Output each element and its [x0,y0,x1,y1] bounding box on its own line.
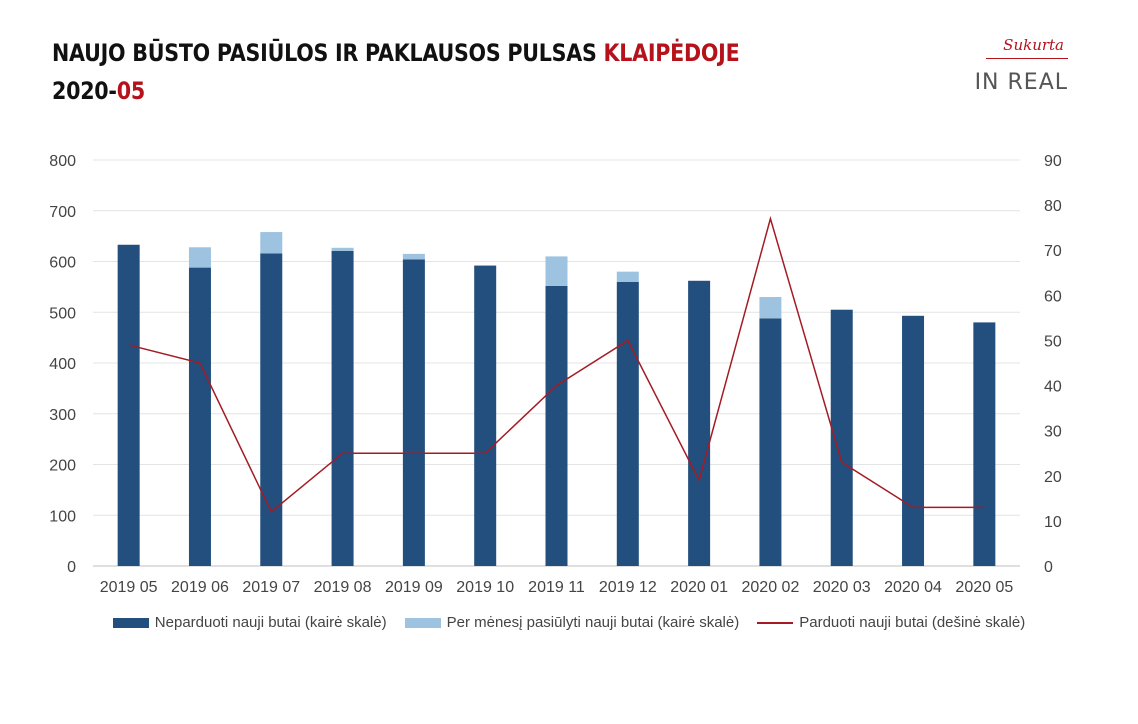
y-left-tick-label: 400 [49,356,76,373]
bar-unsold [902,315,925,566]
bar-unsold [759,318,782,566]
legend-label-sold: Parduoti nauji butai (dešinė skalė) [799,614,1026,631]
legend-item-unsold: Neparduoti nauji butai (kairė skalė) [112,614,387,631]
x-axis: 2019 05 2019 06 2019 07 2019 08 2019 09 2019 … [100,579,1014,596]
bar-offered [402,253,425,260]
bar-unsold [117,244,140,566]
y-left-tick-label: 600 [49,255,76,272]
title-city: KLAIPĖDOJE [603,39,740,67]
title-period-month: 05 [116,77,145,105]
y-left-tick-label: 200 [49,458,76,475]
x-tick-label: 2020 05 [955,579,1013,596]
legend: Neparduoti nauji butai (kairė skalė) Per… [0,614,1138,631]
bar-offered [260,232,283,254]
legend-swatch-offered [404,617,441,628]
logo-rule [986,58,1068,59]
legend-label-unsold: Neparduoti nauji butai (kairė skalė) [154,614,387,631]
bar-unsold [616,281,639,566]
y-right-tick-label: 10 [1044,514,1062,531]
sold-line [128,215,985,514]
bar-unsold [474,265,497,566]
legend-swatch-unsold [112,617,149,628]
y-left-tick-label: 800 [49,153,76,170]
bar-unsold [688,280,711,566]
brand-logo: Sukurta IN REAL [968,36,1068,100]
legend-item-sold: Parduoti nauji butai (dešinė skalė) [757,614,1025,631]
bar-unsold [973,322,996,566]
y-right-tick-label: 40 [1044,379,1062,396]
chart-title: NAUJO BŪSTO PASIŪLOS IR PAKLAUSOS PULSAS… [52,34,740,110]
bar-offered [331,247,354,251]
left-axis: 0 100 200 300 400 500 600 700 800 [49,153,76,576]
y-right-tick-label: 30 [1044,424,1062,441]
bar-offered [759,297,782,319]
x-tick-label: 2019 06 [171,579,229,596]
logo-sukurta: Sukurta [1003,36,1064,54]
x-tick-label: 2019 09 [385,579,443,596]
y-left-tick-label: 500 [49,305,76,322]
legend-swatch-sold [757,621,794,624]
bar-unsold [331,250,354,566]
y-left-tick-label: 300 [49,407,76,424]
bar-offered [545,256,568,286]
y-left-tick-label: 700 [49,204,76,221]
x-tick-label: 2019 07 [242,579,300,596]
x-tick-label: 2020 03 [813,579,871,596]
x-tick-label: 2019 05 [100,579,158,596]
x-tick-label: 2020 01 [670,579,728,596]
legend-item-offered: Per mėnesį pasiūlyti nauji butai (kairė … [404,614,740,631]
y-right-tick-label: 80 [1044,198,1062,215]
bar-unsold [545,285,568,566]
legend-label-offered: Per mėnesį pasiūlyti nauji butai (kairė … [446,614,740,631]
bars [117,232,996,566]
bar-unsold [830,309,853,566]
y-right-tick-label: 90 [1044,153,1062,170]
bar-unsold [260,253,283,566]
title-main: NAUJO BŪSTO PASIŪLOS IR PAKLAUSOS PULSAS [52,39,597,67]
y-right-tick-label: 60 [1044,288,1062,305]
y-left-tick-label: 0 [67,559,76,576]
bar-offered [188,247,211,268]
y-left-tick-label: 100 [49,508,76,525]
y-right-tick-label: 0 [1044,559,1053,576]
bar-unsold [402,259,425,566]
logo-inreal: IN REAL [974,70,1068,95]
x-tick-label: 2019 11 [528,579,585,596]
y-right-tick-label: 20 [1044,469,1062,486]
title-period-year: 2020- [52,77,117,105]
bar-offered [616,271,639,282]
x-tick-label: 2020 02 [742,579,800,596]
x-tick-label: 2019 08 [314,579,372,596]
line-sold [128,215,985,514]
x-tick-label: 2020 04 [884,579,942,596]
y-right-tick-label: 50 [1044,333,1062,350]
bar-unsold [188,267,211,566]
x-tick-label: 2019 10 [456,579,514,596]
right-axis: 0 10 20 30 40 50 60 70 80 90 [1044,153,1062,576]
x-tick-label: 2019 12 [599,579,657,596]
y-right-tick-label: 70 [1044,243,1062,260]
